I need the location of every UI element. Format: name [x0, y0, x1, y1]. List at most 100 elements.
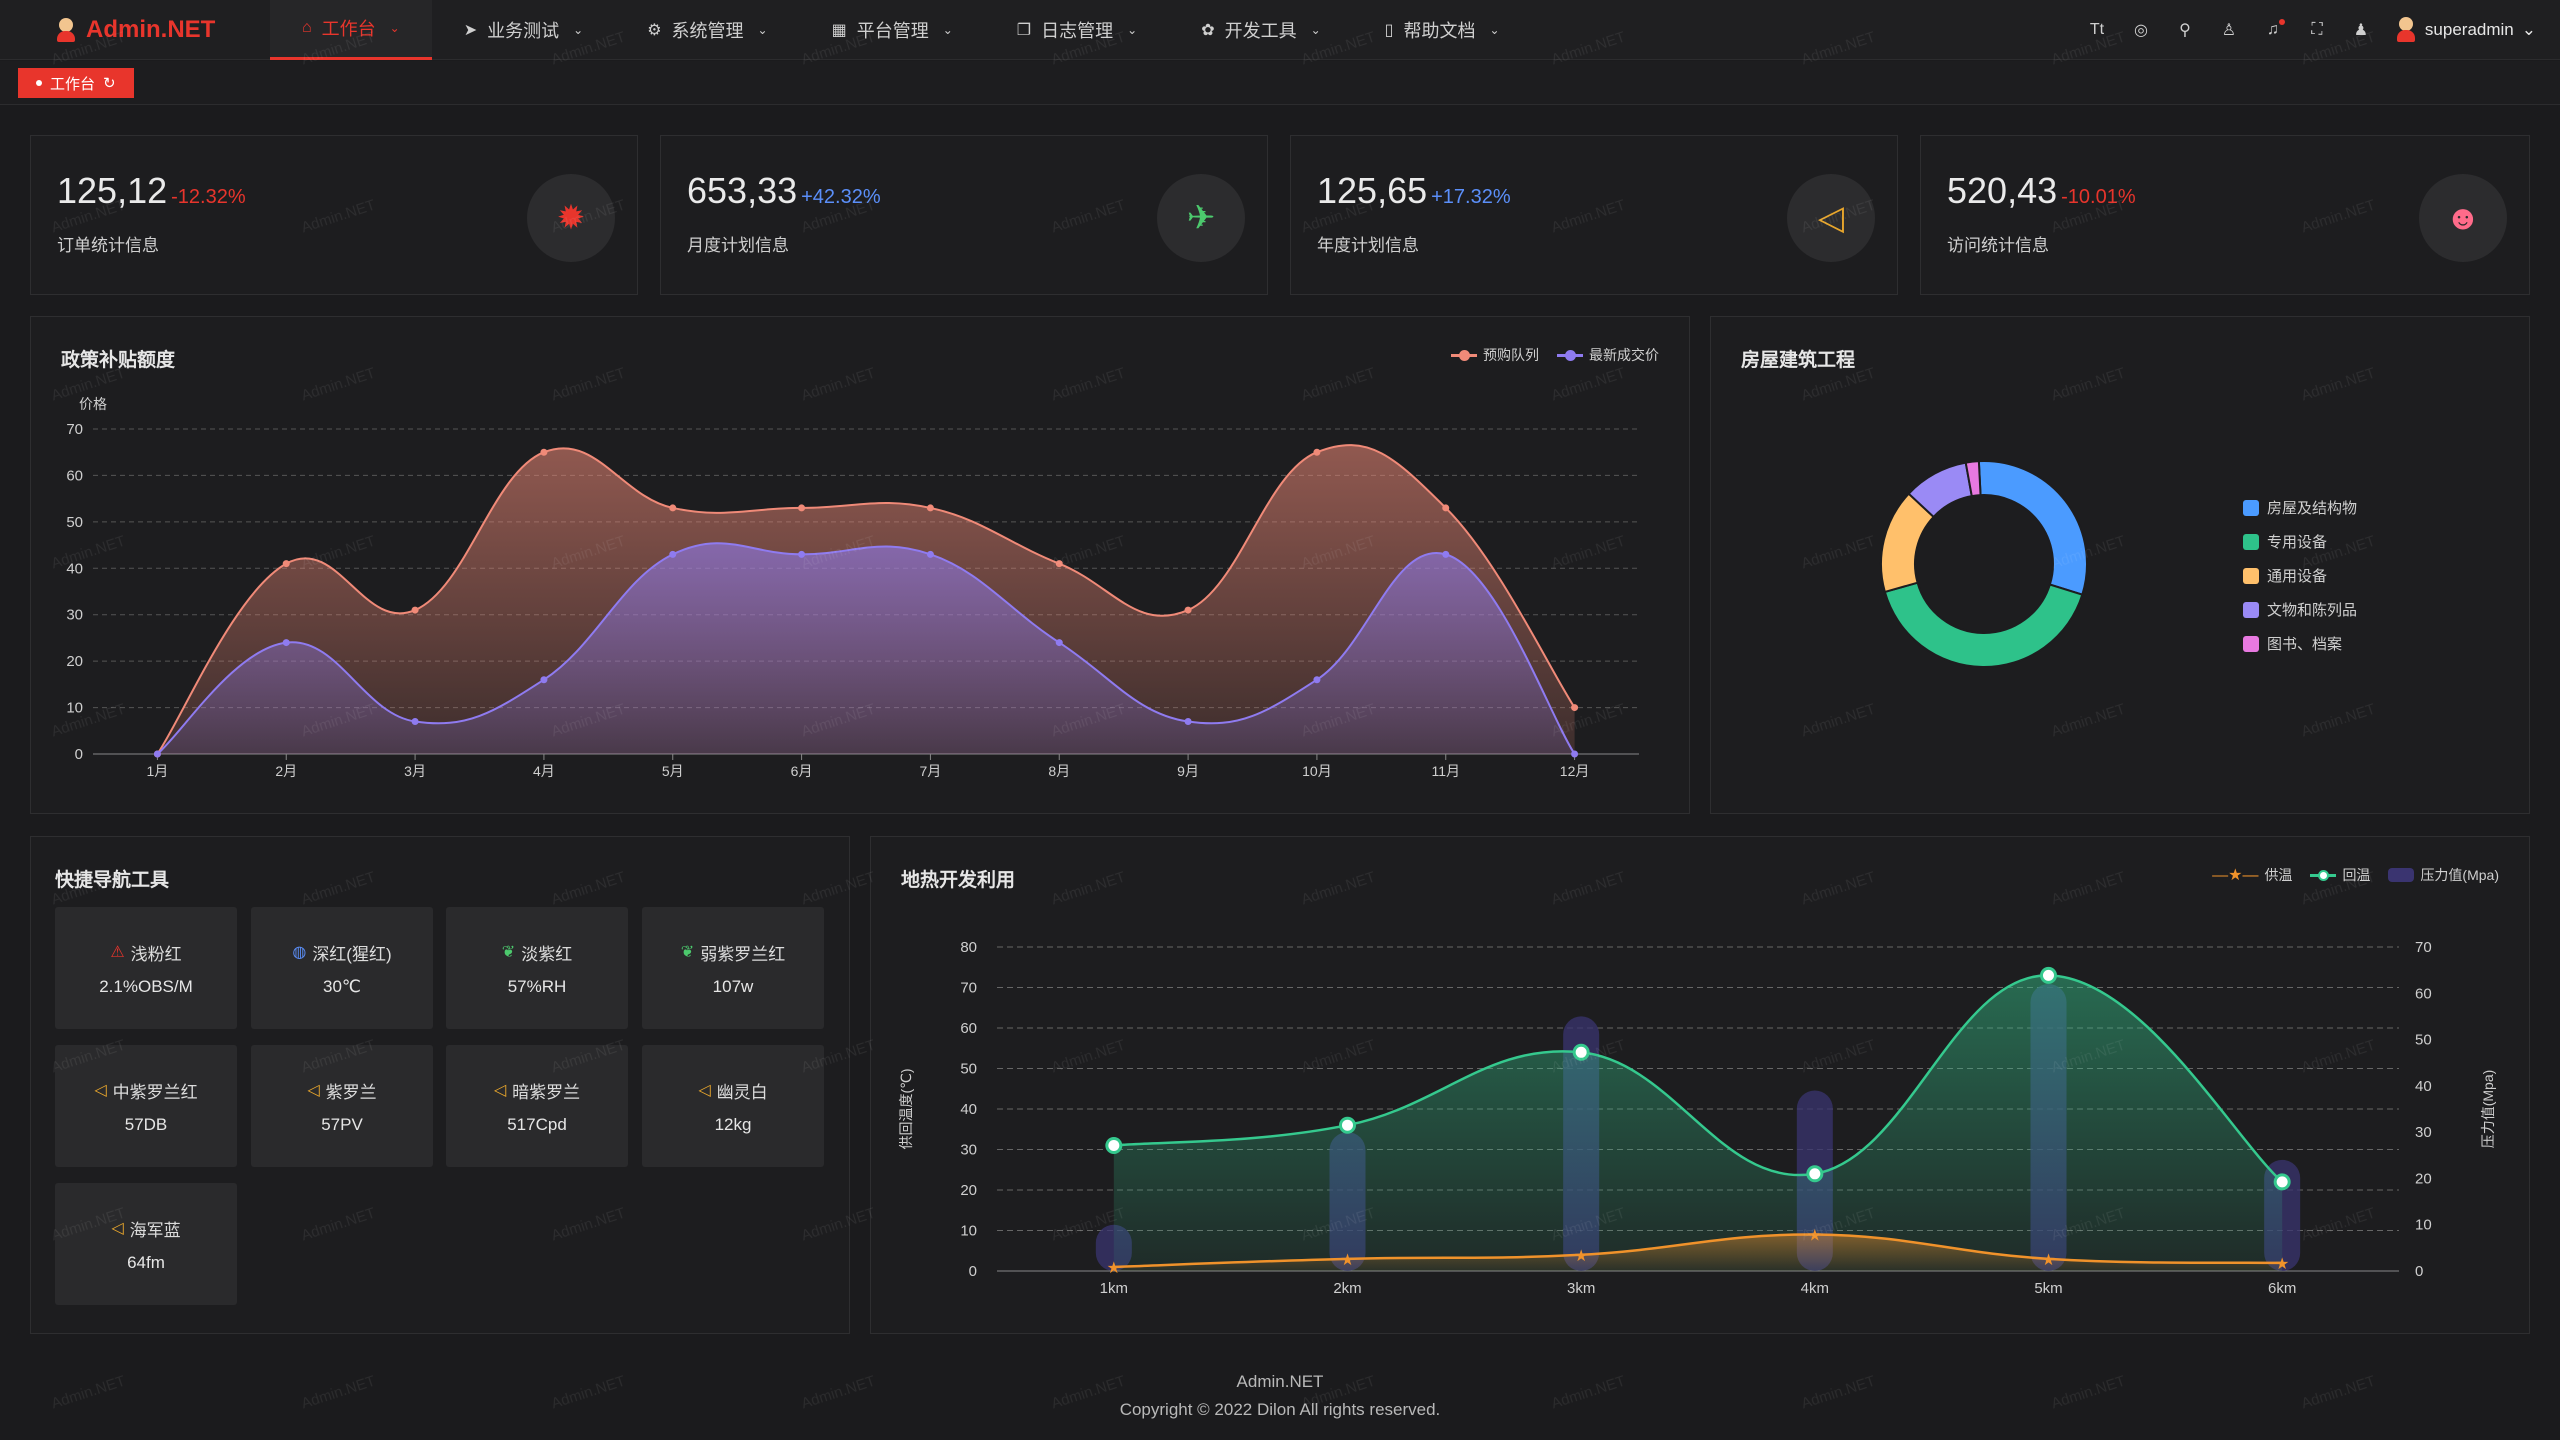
nav-system-manage[interactable]: ⚙ 系统管理 ⌄ [647, 20, 768, 41]
stat-label: 月度计划信息 [687, 236, 789, 255]
house-chart-card: 房屋建筑工程 房屋及结构物 专用设备 通用设备 文物和陈列品 图书、档案 [1710, 316, 2530, 814]
y-axis-label: 价格 [79, 396, 107, 412]
y2-tick-label: 70 [2415, 939, 2432, 956]
active-dot-icon [36, 80, 42, 86]
skin-icon[interactable]: ♙ [2221, 21, 2237, 39]
copy-icon: ❐ [1016, 21, 1032, 39]
y-tick-label: 0 [75, 746, 83, 763]
nav-help-docs[interactable]: ▯ 帮助文档 ⌄ [1384, 20, 1500, 41]
y2-tick-label: 20 [2415, 1170, 2432, 1187]
x-tick-label: 4月 [533, 763, 555, 779]
y-tick-label: 20 [960, 1182, 977, 1199]
logo[interactable]: Admin.NET [0, 16, 270, 44]
x-tick-label: 5月 [662, 763, 684, 779]
legend-item[interactable]: 通用设备 [2243, 565, 2357, 586]
y-tick-label: 70 [66, 421, 83, 438]
x-tick-label: 2月 [275, 763, 297, 779]
legend-item[interactable]: 文物和陈列品 [2243, 599, 2357, 620]
supply-temp-point: ★ [2275, 1256, 2289, 1273]
book-icon: ▯ [1384, 21, 1394, 39]
nav-workbench[interactable]: ⌂ 工作台 ⌄ [270, 0, 432, 60]
chevron-down-icon: ⌄ [2521, 19, 2536, 39]
fullscreen-icon[interactable]: ⛶ [2311, 20, 2323, 38]
nav-platform-manage[interactable]: ▦ 平台管理 ⌄ [831, 20, 953, 41]
legend-item[interactable]: 专用设备 [2243, 531, 2357, 552]
gear-icon: ⚙ [647, 21, 662, 39]
data-point [1571, 704, 1579, 712]
main-nav: ⌂ 工作台 ⌄ ➤ 业务测试 ⌄ ⚙ 系统管理 ⌄ ▦ 平台管理 ⌄ ❐ 日志管理 ⌄ ✿ 开发工具 ⌄… [270, 0, 1532, 60]
refresh-icon[interactable]: ↻ [103, 75, 116, 92]
nav-dev-tools[interactable]: ✿ 开发工具 ⌄ [1201, 20, 1321, 41]
chart-title: 政策补贴额度 [61, 350, 176, 371]
home-icon: ⌂ [302, 19, 312, 36]
geo-chart-card: 地热开发利用 —★— 供温 回温 压力值(Mpa) 0 10 20 30 40 50 60 70… [870, 836, 2530, 1334]
user-menu[interactable]: superadmin ⌄ [2395, 16, 2536, 43]
grid-icon: ▦ [831, 21, 847, 39]
x-tick-label: 8月 [1048, 763, 1070, 779]
quick-nav-item[interactable]: ◁ 暗紫罗兰 517Cpd [446, 1045, 628, 1167]
legend-item[interactable]: 压力值(Mpa) [2388, 865, 2499, 885]
data-point [669, 504, 677, 512]
bell-icon[interactable]: ♫ [2263, 18, 2285, 39]
font-size-icon[interactable]: Tt [2089, 20, 2105, 38]
y2-tick-label: 10 [2415, 1217, 2432, 1234]
quick-nav-item[interactable]: ◁ 幽灵白 12kg [642, 1045, 824, 1167]
data-point [411, 606, 419, 614]
data-point [1055, 639, 1063, 647]
search-icon[interactable]: ⚲ [2179, 21, 2191, 39]
logo-avatar-icon [56, 17, 76, 42]
data-point [926, 550, 934, 558]
quick-nav-item[interactable]: ◁ 中紫罗兰红 57DB [55, 1045, 237, 1167]
stat-label: 订单统计信息 [57, 236, 159, 255]
nav-log-manage[interactable]: ❐ 日志管理 ⌄ [1016, 20, 1138, 41]
supply-temp-point: ★ [1808, 1228, 1822, 1245]
chevron-down-icon: ⌄ [1489, 22, 1500, 37]
quick-nav-item[interactable]: ⚠ 浅粉红 2.1%OBS/M [55, 907, 237, 1029]
nav-business-test[interactable]: ➤ 业务测试 ⌄ [463, 20, 584, 41]
pie-slice [1964, 460, 1982, 498]
x-tick-label: 2km [1333, 1280, 1361, 1297]
card-title: 快捷导航工具 [55, 870, 170, 891]
legend-item[interactable]: 图书、档案 [2243, 633, 2357, 654]
tab-workbench[interactable]: 工作台 ↻ [18, 68, 134, 98]
username: superadmin [2424, 19, 2514, 39]
notification-dot [2278, 18, 2285, 25]
header-tools: Tt ◎ ⚲ ♙ ♫ ⛶ ♟ superadmin ⌄ [2087, 16, 2560, 43]
stat-change: +42.32% [801, 186, 881, 208]
quick-nav-item[interactable]: ❦ 弱紫罗兰红 107w [642, 907, 824, 1029]
data-point [540, 676, 548, 684]
y2-tick-label: 0 [2415, 1263, 2423, 1280]
chevron-down-icon: ⌄ [757, 22, 768, 37]
series-line [156, 542, 1576, 755]
chart-legend: 预购队列 最新成交价 [1451, 345, 1659, 365]
data-point [798, 504, 806, 512]
quick-nav-item[interactable]: ◁ 紫罗兰 57PV [251, 1045, 433, 1167]
legend-item[interactable]: —★— 供温 [2212, 867, 2293, 884]
quick-nav-item[interactable]: ◁ 海军蓝 64fm [55, 1183, 237, 1305]
speaker-icon: ◁ [698, 1082, 711, 1099]
order-icon: ✹ [527, 174, 615, 262]
footer: Admin.NET Copyright © 2022 Dilon All rig… [0, 1368, 2560, 1424]
top-bar: Admin.NET ⌂ 工作台 ⌄ ➤ 业务测试 ⌄ ⚙ 系统管理 ⌄ ▦ 平台管理 ⌄ ❐ 日志… [0, 0, 2560, 60]
data-point [798, 550, 806, 558]
y-tick-label: 40 [66, 560, 83, 577]
quick-nav-item[interactable]: ◍ 深红(猩红) 30℃ [251, 907, 433, 1029]
quick-nav-item[interactable]: ❦ 淡紫红 57%RH [446, 907, 628, 1029]
data-point [411, 718, 419, 725]
x-tick-label: 1月 [147, 763, 169, 779]
supply-temp-point: ★ [2041, 1252, 2055, 1269]
data-point [540, 448, 548, 456]
theme-icon[interactable]: ◎ [2133, 21, 2148, 39]
stat-card-yearly: 125,65 +17.32% 年度计划信息 ◁ [1290, 135, 1898, 295]
legend-item[interactable]: 房屋及结构物 [2243, 497, 2357, 518]
supply-temp-line [1113, 1233, 2283, 1269]
user-icon[interactable]: ♟ [2353, 21, 2369, 39]
legend-item[interactable]: 预购队列 [1451, 345, 1539, 365]
data-point [1313, 448, 1321, 456]
y-tick-label: 10 [66, 700, 83, 717]
legend-item[interactable]: 最新成交价 [1557, 345, 1659, 365]
x-tick-label: 6km [2268, 1280, 2296, 1297]
stat-change: -10.01% [2061, 186, 2136, 208]
legend-item[interactable]: 回温 [2310, 865, 2370, 885]
y-tick-label: 50 [66, 514, 83, 531]
